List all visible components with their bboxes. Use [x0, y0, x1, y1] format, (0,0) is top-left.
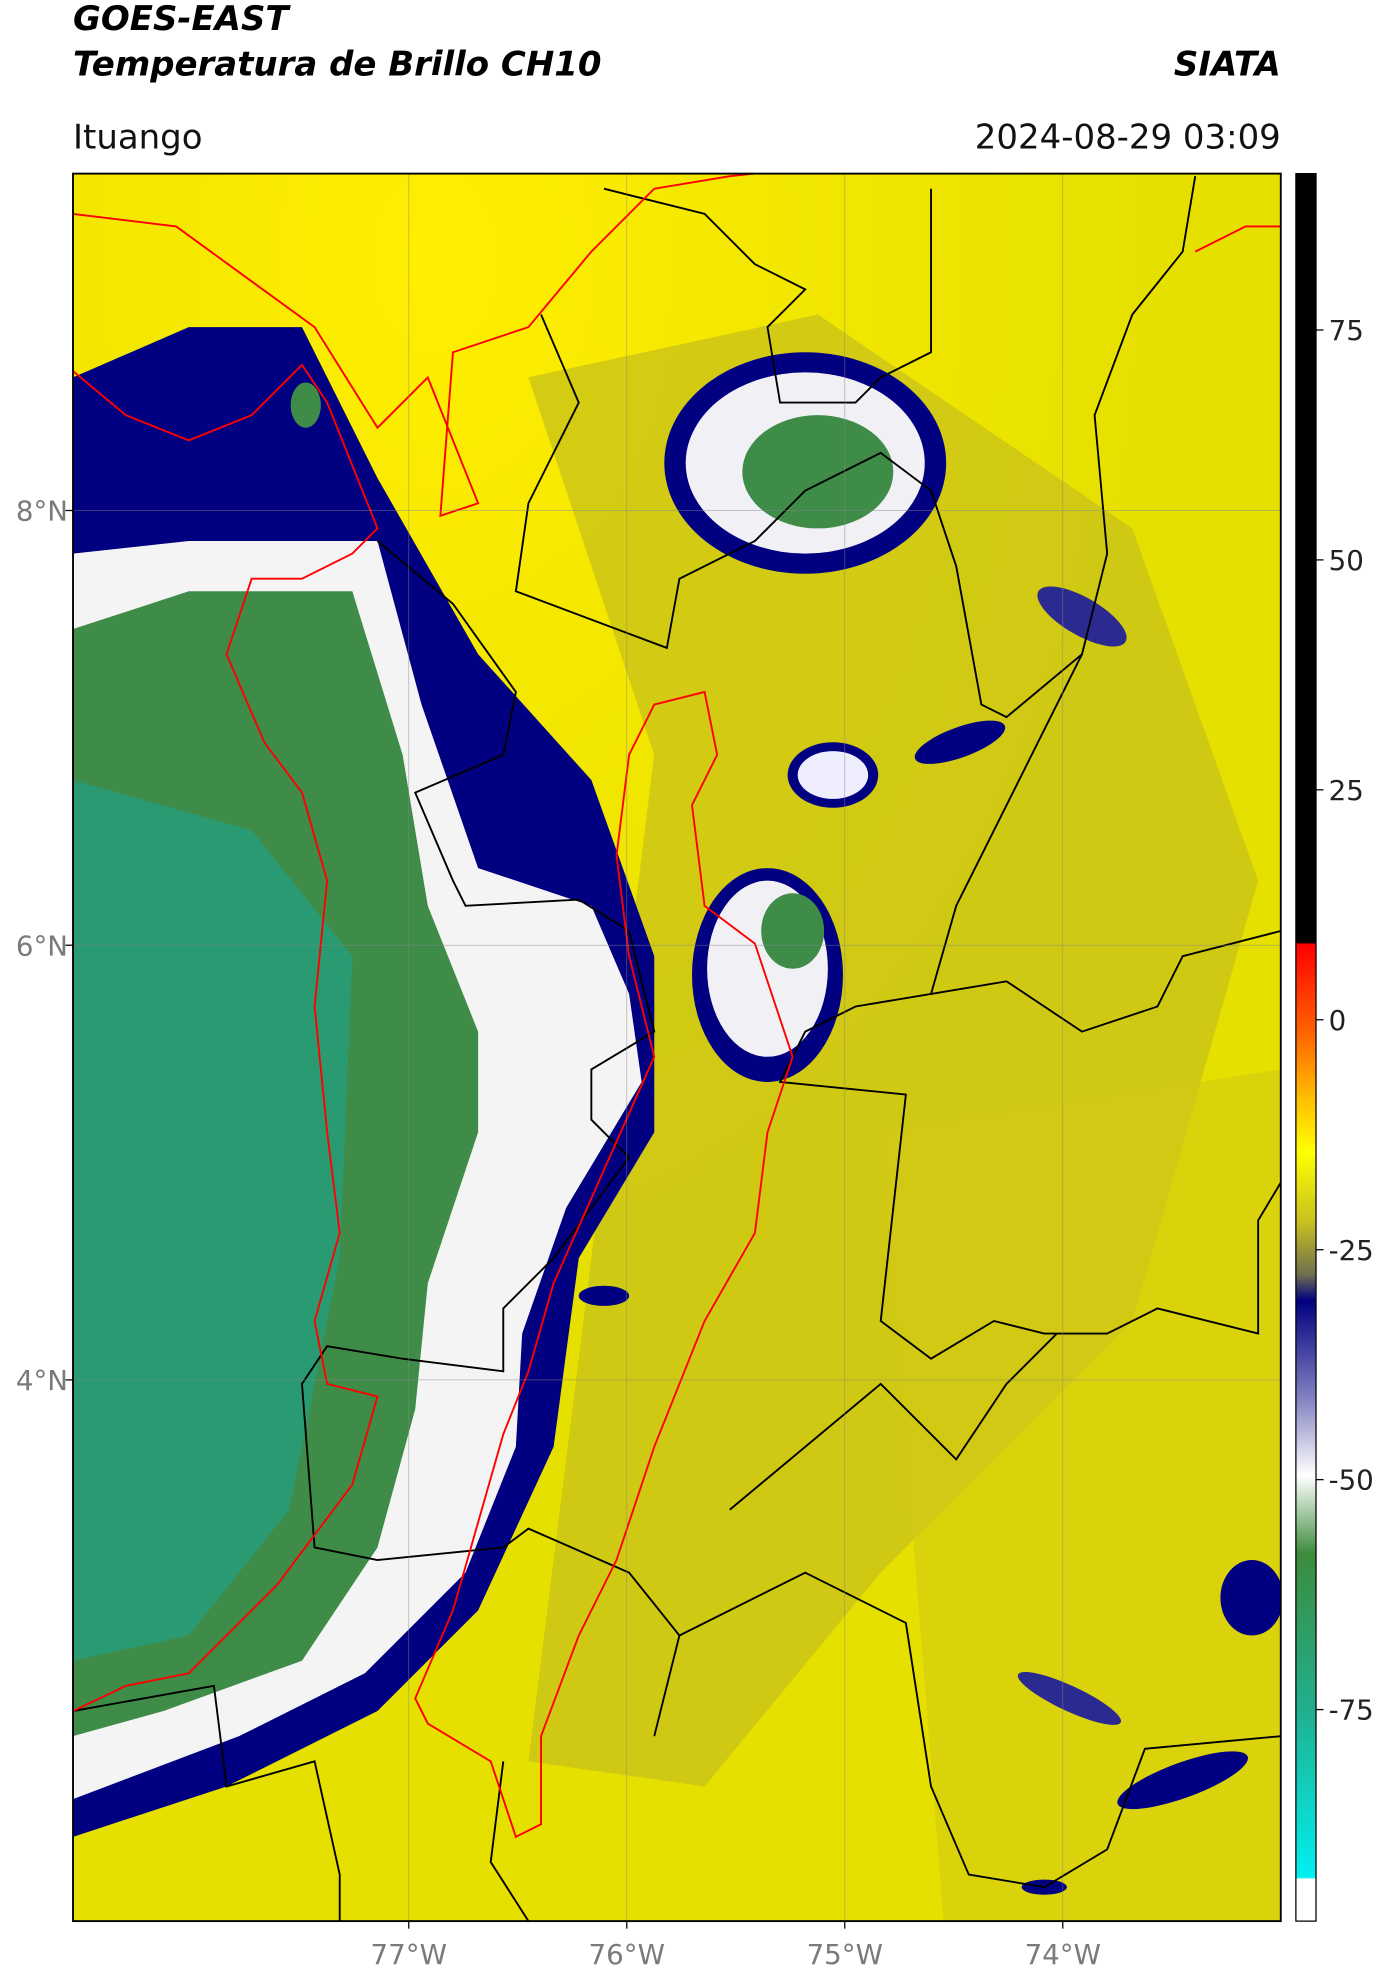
colorbar-tick-label: 50	[1329, 544, 1364, 577]
satellite-image	[73, 173, 1281, 1922]
colorbar-tick-label: -75	[1329, 1694, 1374, 1727]
colorbar-tick-label: 25	[1329, 774, 1364, 807]
colorbar-tick-label: -50	[1329, 1464, 1374, 1497]
colorbar-tick-label: 0	[1329, 1004, 1347, 1037]
source: SIATA	[1174, 44, 1281, 84]
x-tick-label: 77°W	[371, 1938, 447, 1971]
title: GOES-EAST	[73, 0, 291, 39]
y-tick-label: 4°N	[16, 1364, 68, 1397]
x-tick-label: 76°W	[589, 1938, 665, 1971]
x-tick-label: 74°W	[1025, 1938, 1101, 1971]
datetime: 2024-08-29 03:09	[975, 117, 1281, 157]
colorbar-tick-label: -25	[1329, 1234, 1374, 1267]
colorbar-tick-label: 75	[1329, 314, 1364, 347]
region: Ituango	[73, 117, 203, 157]
x-tick-label: 75°W	[807, 1938, 883, 1971]
y-tick-label: 6°N	[16, 929, 68, 962]
colorbar	[1295, 172, 1317, 1922]
graticule	[73, 173, 1281, 1922]
map-frame	[72, 172, 1282, 1923]
subtitle: Temperatura de Brillo CH10	[73, 44, 601, 84]
y-tick-label: 8°N	[16, 495, 68, 528]
